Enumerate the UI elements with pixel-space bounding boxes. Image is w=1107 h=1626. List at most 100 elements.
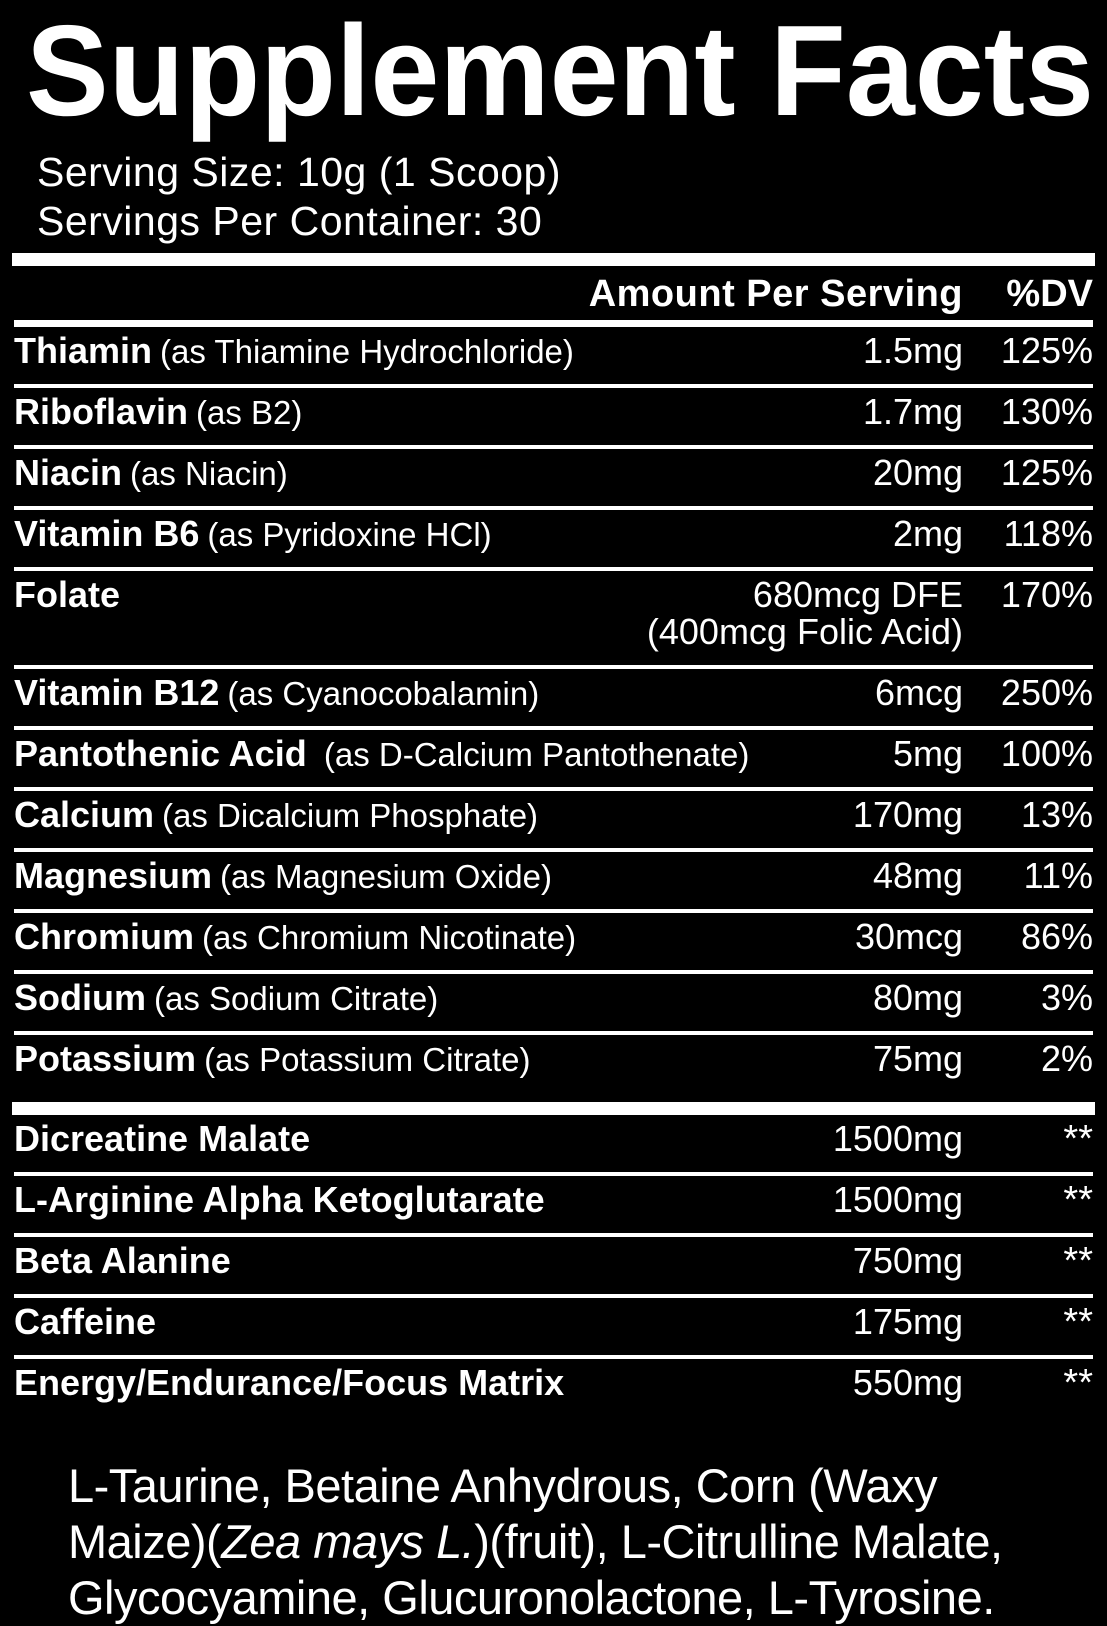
blend-name-cell: Dicreatine Malate bbox=[14, 1120, 833, 1165]
nutrient-name: Folate bbox=[14, 576, 121, 615]
table-row-caffeine: Caffeine 175mg ** bbox=[14, 1298, 1093, 1355]
table-row-sodium: Sodium (as Sodium Citrate) 80mg 3% bbox=[14, 974, 1093, 1031]
nutrient-amount: 6mcg bbox=[874, 672, 963, 713]
table-row-dicreatine-malate: Dicreatine Malate 1500mg ** bbox=[14, 1115, 1093, 1172]
nutrient-name: Vitamin B6 bbox=[14, 515, 200, 554]
row-divider bbox=[14, 506, 1093, 510]
nutrient-amount: 75mg bbox=[872, 1038, 963, 1079]
table-row-magnesium: Magnesium (as Magnesium Oxide) 48mg 11% bbox=[14, 852, 1093, 909]
nutrient-form: (as Cyanocobalamin) bbox=[227, 675, 540, 712]
nutrient-amount: 1.7mg bbox=[862, 391, 963, 432]
blend-dv-asterisks: ** bbox=[1063, 1301, 1093, 1343]
thick-divider-middle bbox=[12, 1102, 1095, 1115]
nutrient-amount: 80mg bbox=[872, 977, 963, 1018]
blend-amount: 1500mg bbox=[832, 1118, 963, 1159]
table-row-riboflavin: Riboflavin (as B2) 1.7mg 130% bbox=[14, 388, 1093, 445]
nutrient-dv: 3% bbox=[1040, 977, 1093, 1018]
matrix-ingredients-paragraph: L-Taurine, Betaine Anhydrous, Corn (Waxy… bbox=[68, 1458, 1067, 1626]
nutrient-name-cell: Chromium (as Chromium Nicotinate) bbox=[14, 918, 855, 963]
table-row-folate: Folate 680mcg DFE (400mcg Folic Acid) 170… bbox=[14, 571, 1093, 665]
amount-per-serving-header: Amount Per Serving bbox=[588, 273, 963, 315]
row-divider bbox=[14, 567, 1093, 571]
servings-per-container-line: Servings Per Container: 30 bbox=[37, 198, 543, 244]
row-divider bbox=[14, 970, 1093, 974]
row-divider bbox=[14, 384, 1093, 388]
blend-name-cell: Beta Alanine bbox=[14, 1242, 853, 1287]
blend-name: Dicreatine Malate bbox=[14, 1120, 311, 1159]
ingredients-latin-name: Zea mays L. bbox=[221, 1515, 475, 1568]
nutrient-name-cell: Calcium (as Dicalcium Phosphate) bbox=[14, 796, 853, 841]
blend-name-cell: L-Arginine Alpha Ketoglutarate bbox=[14, 1181, 833, 1226]
nutrient-name: Pantothenic Acid bbox=[14, 735, 307, 774]
nutrient-dv: 11% bbox=[1023, 855, 1093, 896]
nutrient-name: Chromium bbox=[14, 918, 194, 957]
row-divider bbox=[14, 1294, 1093, 1298]
nutrient-form: (as Potassium Citrate) bbox=[204, 1041, 531, 1078]
nutrient-dv: 13% bbox=[1020, 794, 1093, 835]
nutrient-name: Niacin bbox=[14, 454, 123, 493]
nutrient-name: Sodium bbox=[14, 979, 146, 1018]
table-row-vitamin-b6: Vitamin B6 (as Pyridoxine HCl) 2mg 118% bbox=[14, 510, 1093, 567]
row-divider bbox=[14, 665, 1093, 669]
table-row-vitamin-b12: Vitamin B12 (as Cyanocobalamin) 6mcg 250% bbox=[14, 669, 1093, 726]
serving-size-line: Serving Size: 10g (1 Scoop) bbox=[37, 149, 561, 195]
nutrient-form: (as Sodium Citrate) bbox=[154, 980, 439, 1017]
row-divider bbox=[14, 1233, 1093, 1237]
nutrient-amount: 1.5mg bbox=[862, 330, 963, 371]
row-divider bbox=[14, 787, 1093, 791]
blend-dv-asterisks: ** bbox=[1063, 1118, 1093, 1160]
blend-name-cell: Energy/Endurance/Focus Matrix bbox=[14, 1364, 853, 1409]
nutrient-amount-cell: 680mcg DFE (400mcg Folic Acid) bbox=[647, 576, 963, 650]
blend-dv-asterisks: ** bbox=[1063, 1240, 1093, 1282]
nutrient-name-cell: Vitamin B6 (as Pyridoxine HCl) bbox=[14, 515, 893, 560]
nutrient-form: (as Thiamine Hydrochloride) bbox=[160, 333, 574, 370]
nutrient-name-cell: Potassium (as Potassium Citrate) bbox=[14, 1040, 873, 1085]
nutrient-form: (as B2) bbox=[196, 394, 303, 431]
nutrient-amount: 30mcg bbox=[854, 916, 963, 957]
table-row-pantothenic-acid: Pantothenic Acid (as D-Calcium Pantothen… bbox=[14, 730, 1093, 787]
nutrient-amount: 48mg bbox=[872, 855, 963, 896]
nutrient-form: (as Dicalcium Phosphate) bbox=[162, 797, 539, 834]
nutrient-dv: 2% bbox=[1040, 1038, 1093, 1079]
nutrient-name: Potassium bbox=[14, 1040, 197, 1079]
nutrient-dv: 170% bbox=[1000, 574, 1093, 615]
panel-title: Supplement Facts bbox=[26, 0, 1094, 143]
nutrient-dv: 86% bbox=[1020, 916, 1093, 957]
nutrient-name: Riboflavin bbox=[14, 393, 189, 432]
nutrient-name-cell: Folate bbox=[14, 576, 647, 621]
nutrient-form: (as Pyridoxine HCl) bbox=[207, 516, 492, 553]
blend-name: Caffeine bbox=[14, 1303, 157, 1342]
nutrient-name-cell: Sodium (as Sodium Citrate) bbox=[14, 979, 873, 1024]
nutrient-name: Thiamin bbox=[14, 332, 153, 371]
thick-divider-top bbox=[12, 253, 1095, 266]
nutrient-amount-line2: (400mcg Folic Acid) bbox=[646, 611, 963, 652]
nutrient-amount: 680mcg DFE bbox=[752, 574, 963, 615]
table-row-thiamin: Thiamin (as Thiamine Hydrochloride) 1.5mg… bbox=[14, 327, 1093, 384]
nutrient-name: Magnesium bbox=[14, 857, 213, 896]
nutrient-name-cell: Pantothenic Acid (as D-Calcium Pantothen… bbox=[14, 735, 893, 780]
nutrient-name-cell: Vitamin B12 (as Cyanocobalamin) bbox=[14, 674, 875, 719]
nutrient-form: (as Magnesium Oxide) bbox=[220, 858, 552, 895]
nutrient-form: (as Chromium Nicotinate) bbox=[202, 919, 577, 956]
nutrient-name: Calcium bbox=[14, 796, 155, 835]
nutrient-dv: 250% bbox=[1000, 672, 1093, 713]
nutrient-dv: 130% bbox=[1000, 391, 1093, 432]
row-divider bbox=[14, 848, 1093, 852]
nutrient-amount: 170mg bbox=[852, 794, 963, 835]
table-row-beta-alanine: Beta Alanine 750mg ** bbox=[14, 1237, 1093, 1294]
blend-dv-asterisks: ** bbox=[1063, 1362, 1093, 1404]
blend-name: Energy/Endurance/Focus Matrix bbox=[14, 1364, 565, 1403]
nutrient-form: (as Niacin) bbox=[130, 455, 288, 492]
nutrient-name-cell: Riboflavin (as B2) bbox=[14, 393, 863, 438]
blend-dv-asterisks: ** bbox=[1063, 1179, 1093, 1221]
blend-amount: 550mg bbox=[852, 1362, 963, 1403]
nutrient-form: (as D-Calcium Pantothenate) bbox=[314, 736, 750, 773]
table-row-potassium: Potassium (as Potassium Citrate) 75mg 2% bbox=[14, 1035, 1093, 1092]
row-divider bbox=[14, 726, 1093, 730]
nutrient-dv: 100% bbox=[1000, 733, 1093, 774]
table-row-chromium: Chromium (as Chromium Nicotinate) 30mcg 8… bbox=[14, 913, 1093, 970]
blend-amount: 750mg bbox=[852, 1240, 963, 1281]
table-row-calcium: Calcium (as Dicalcium Phosphate) 170mg 13… bbox=[14, 791, 1093, 848]
row-divider bbox=[14, 909, 1093, 913]
